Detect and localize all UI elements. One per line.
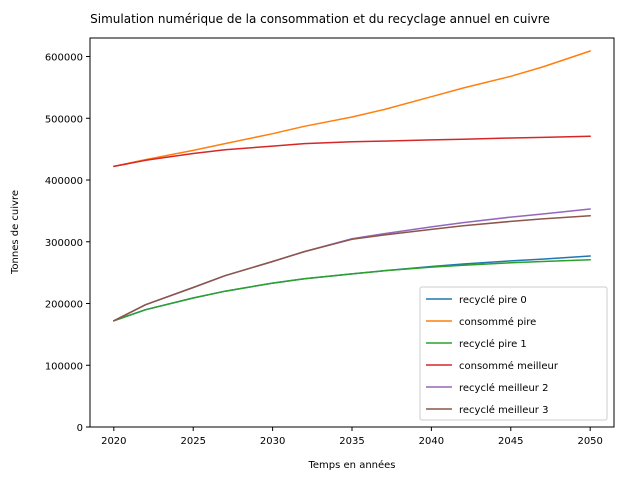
y-axis-label: Tonnes de cuivre [10, 190, 21, 275]
legend-label: recyclé pire 1 [459, 338, 527, 350]
x-tick-label: 2030 [260, 436, 285, 447]
y-tick-label: 300000 [45, 238, 83, 249]
x-axis-label: Temps en années [307, 459, 395, 471]
legend-box [419, 286, 608, 421]
x-tick-label: 2050 [577, 436, 602, 447]
legend-label: consommé pire [459, 316, 536, 328]
series-line [113, 135, 591, 168]
y-tick-label: 100000 [45, 361, 83, 372]
x-tick-label: 2035 [339, 436, 364, 447]
y-tick-label: 600000 [45, 53, 83, 64]
y-axis: 0 100000 200000 300000 400000 500000 600000 [45, 53, 90, 434]
x-tick-label: 2040 [419, 436, 444, 447]
y-tick-label: 0 [77, 423, 83, 434]
x-axis: 2020 2025 2030 2035 2040 2045 2050 [101, 427, 603, 447]
x-tick-label: 2020 [101, 436, 126, 447]
legend-label: recyclé pire 0 [459, 294, 527, 306]
series-line [113, 258, 591, 322]
y-tick-label: 500000 [45, 114, 83, 125]
x-tick-label: 2025 [180, 436, 205, 447]
chart-title: Simulation numérique de la consommation … [90, 12, 550, 26]
legend-label: consommé meilleur [459, 360, 559, 372]
y-tick-label: 200000 [45, 300, 83, 311]
series-line [113, 215, 591, 322]
x-tick-label: 2045 [498, 436, 523, 447]
legend: recyclé pire 0 consommé pire recyclé pire … [419, 286, 608, 421]
legend-label: recyclé meilleur 3 [459, 404, 548, 416]
y-tick-label: 400000 [45, 176, 83, 187]
legend-label: recyclé meilleur 2 [459, 382, 548, 394]
series-line [113, 50, 591, 168]
plot-area [113, 50, 591, 322]
